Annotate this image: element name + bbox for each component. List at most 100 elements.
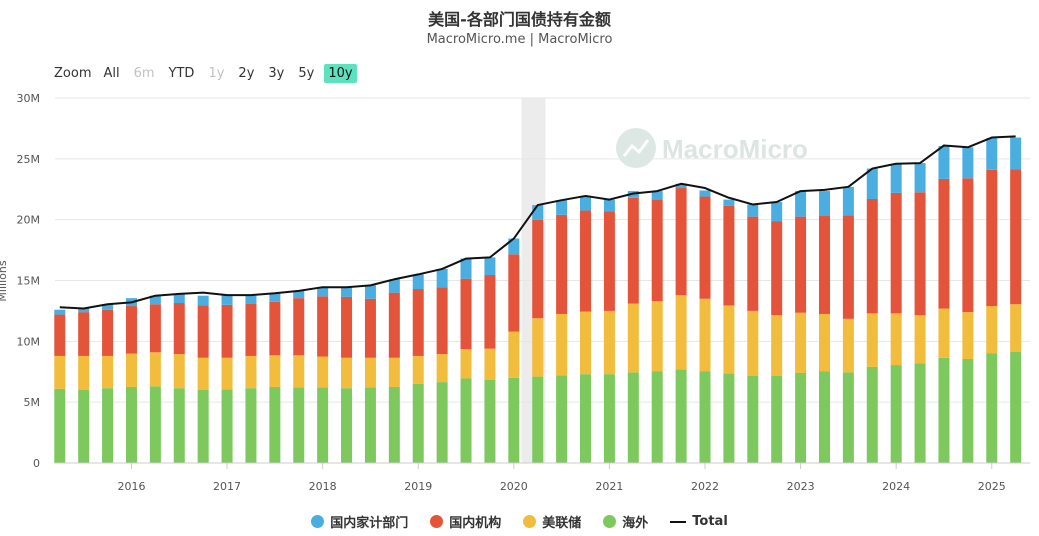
bar-fed[interactable]	[245, 355, 257, 389]
bar-household[interactable]	[102, 304, 114, 310]
bar-domestic[interactable]	[986, 169, 998, 307]
bar-domestic[interactable]	[269, 301, 281, 356]
bar-domestic[interactable]	[842, 215, 854, 319]
legend-item-domestic[interactable]: 国内机构	[430, 512, 501, 531]
zoom-1y-button[interactable]: 1y	[208, 65, 225, 81]
bar-domestic[interactable]	[125, 306, 137, 354]
bar-household[interactable]	[651, 191, 663, 200]
bar-domestic[interactable]	[388, 292, 400, 358]
bar-household[interactable]	[890, 163, 902, 193]
bar-household[interactable]	[1010, 137, 1022, 170]
legend-item-fed[interactable]: 美联储	[523, 512, 581, 531]
bar-household[interactable]	[245, 295, 257, 304]
bar-fed[interactable]	[627, 303, 639, 373]
bar-fed[interactable]	[699, 298, 711, 372]
bar-domestic[interactable]	[1010, 169, 1022, 305]
bar-domestic[interactable]	[795, 216, 807, 313]
bar-household[interactable]	[723, 199, 735, 206]
bar-foreign[interactable]	[364, 387, 376, 463]
bar-household[interactable]	[436, 268, 448, 288]
bar-domestic[interactable]	[962, 178, 974, 313]
bar-fed[interactable]	[651, 301, 663, 372]
bar-foreign[interactable]	[795, 372, 807, 463]
bar-domestic[interactable]	[651, 199, 663, 302]
bar-household[interactable]	[54, 309, 66, 315]
bar-household[interactable]	[795, 191, 807, 217]
bar-domestic[interactable]	[317, 296, 329, 357]
bar-household[interactable]	[364, 285, 376, 299]
bar-domestic[interactable]	[54, 314, 66, 356]
bar-fed[interactable]	[723, 305, 735, 374]
bar-domestic[interactable]	[78, 312, 90, 356]
bar-household[interactable]	[508, 238, 520, 255]
bar-household[interactable]	[986, 138, 998, 170]
bar-foreign[interactable]	[723, 373, 735, 463]
bar-foreign[interactable]	[293, 387, 305, 463]
bar-fed[interactable]	[556, 313, 568, 376]
bar-foreign[interactable]	[771, 376, 783, 463]
bar-foreign[interactable]	[102, 388, 114, 463]
bar-fed[interactable]	[795, 312, 807, 373]
bar-household[interactable]	[699, 190, 711, 197]
bar-domestic[interactable]	[675, 188, 687, 296]
bar-fed[interactable]	[962, 312, 974, 359]
bar-foreign[interactable]	[842, 372, 854, 463]
bar-foreign[interactable]	[245, 388, 257, 463]
bar-fed[interactable]	[149, 352, 161, 387]
bar-foreign[interactable]	[556, 375, 568, 463]
bar-foreign[interactable]	[436, 382, 448, 463]
bar-domestic[interactable]	[938, 178, 950, 309]
bar-domestic[interactable]	[866, 198, 878, 314]
bar-domestic[interactable]	[341, 296, 353, 358]
bar-household[interactable]	[78, 307, 90, 313]
bar-foreign[interactable]	[603, 374, 615, 463]
bar-household[interactable]	[388, 279, 400, 293]
bar-foreign[interactable]	[866, 366, 878, 463]
bar-fed[interactable]	[364, 357, 376, 388]
bar-foreign[interactable]	[484, 379, 496, 463]
legend-item-total[interactable]: Total	[670, 514, 728, 529]
bar-domestic[interactable]	[412, 289, 424, 356]
bar-fed[interactable]	[747, 310, 759, 377]
bar-fed[interactable]	[78, 355, 90, 390]
zoom-5y-button[interactable]: 5y	[298, 65, 315, 81]
bar-domestic[interactable]	[293, 298, 305, 356]
bar-foreign[interactable]	[341, 388, 353, 463]
bar-household[interactable]	[412, 274, 424, 290]
bar-foreign[interactable]	[675, 369, 687, 463]
zoom-6m-button[interactable]: 6m	[133, 65, 155, 81]
bar-domestic[interactable]	[364, 298, 376, 358]
bar-household[interactable]	[962, 147, 974, 179]
bar-foreign[interactable]	[78, 390, 90, 463]
bar-foreign[interactable]	[388, 386, 400, 463]
bar-fed[interactable]	[221, 357, 233, 390]
bar-foreign[interactable]	[651, 371, 663, 463]
bar-foreign[interactable]	[317, 387, 329, 463]
bar-foreign[interactable]	[149, 386, 161, 463]
bar-domestic[interactable]	[818, 216, 830, 314]
bar-domestic[interactable]	[580, 210, 592, 312]
bar-domestic[interactable]	[149, 304, 161, 353]
bar-domestic[interactable]	[699, 196, 711, 299]
bar-household[interactable]	[556, 200, 568, 215]
bar-household[interactable]	[580, 195, 592, 211]
bar-domestic[interactable]	[245, 303, 257, 356]
zoom-10y-button[interactable]: 10y	[324, 63, 357, 83]
bar-foreign[interactable]	[54, 388, 66, 463]
bar-foreign[interactable]	[699, 371, 711, 463]
bar-household[interactable]	[149, 295, 161, 305]
bar-household[interactable]	[293, 290, 305, 299]
bar-foreign[interactable]	[532, 376, 544, 463]
bar-fed[interactable]	[412, 355, 424, 384]
bar-household[interactable]	[938, 146, 950, 179]
bar-household[interactable]	[818, 191, 830, 217]
bar-domestic[interactable]	[627, 197, 639, 304]
bar-fed[interactable]	[102, 355, 114, 389]
bar-domestic[interactable]	[102, 309, 114, 356]
bar-household[interactable]	[771, 202, 783, 222]
bar-fed[interactable]	[938, 308, 950, 358]
zoom-all-button[interactable]: All	[103, 65, 120, 81]
bar-foreign[interactable]	[962, 358, 974, 463]
bar-fed[interactable]	[914, 315, 926, 364]
bar-domestic[interactable]	[508, 254, 520, 332]
